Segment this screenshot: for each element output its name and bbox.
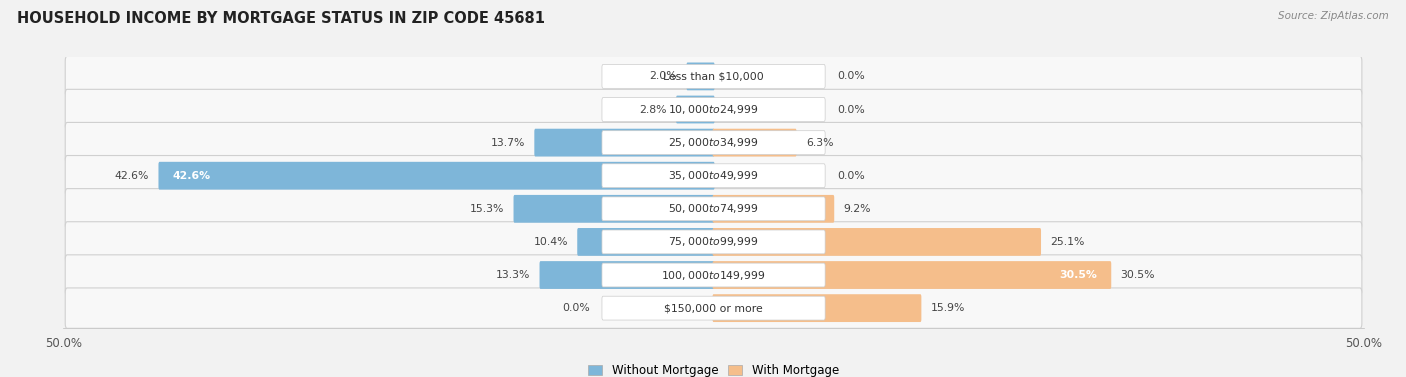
FancyBboxPatch shape — [713, 294, 921, 322]
FancyBboxPatch shape — [713, 261, 1111, 289]
FancyBboxPatch shape — [686, 63, 714, 90]
Text: 10.4%: 10.4% — [533, 237, 568, 247]
Legend: Without Mortgage, With Mortgage: Without Mortgage, With Mortgage — [583, 359, 844, 377]
FancyBboxPatch shape — [540, 261, 714, 289]
FancyBboxPatch shape — [713, 195, 834, 223]
FancyBboxPatch shape — [676, 96, 714, 123]
FancyBboxPatch shape — [602, 296, 825, 320]
Text: 0.0%: 0.0% — [562, 303, 591, 313]
FancyBboxPatch shape — [159, 162, 714, 190]
FancyBboxPatch shape — [65, 222, 1362, 262]
FancyBboxPatch shape — [713, 129, 797, 156]
FancyBboxPatch shape — [65, 288, 1362, 328]
Text: HOUSEHOLD INCOME BY MORTGAGE STATUS IN ZIP CODE 45681: HOUSEHOLD INCOME BY MORTGAGE STATUS IN Z… — [17, 11, 546, 26]
FancyBboxPatch shape — [65, 156, 1362, 196]
Text: $35,000 to $49,999: $35,000 to $49,999 — [668, 169, 759, 182]
FancyBboxPatch shape — [65, 123, 1362, 163]
FancyBboxPatch shape — [602, 98, 825, 121]
Text: 13.3%: 13.3% — [496, 270, 530, 280]
Text: 9.2%: 9.2% — [844, 204, 872, 214]
FancyBboxPatch shape — [602, 230, 825, 254]
FancyBboxPatch shape — [602, 164, 825, 188]
FancyBboxPatch shape — [578, 228, 714, 256]
FancyBboxPatch shape — [534, 129, 714, 156]
Text: 2.8%: 2.8% — [640, 104, 666, 115]
Text: 25.1%: 25.1% — [1050, 237, 1085, 247]
FancyBboxPatch shape — [602, 64, 825, 88]
Text: $25,000 to $34,999: $25,000 to $34,999 — [668, 136, 759, 149]
FancyBboxPatch shape — [65, 56, 1362, 97]
Text: Less than $10,000: Less than $10,000 — [664, 71, 763, 81]
Text: $50,000 to $74,999: $50,000 to $74,999 — [668, 202, 759, 215]
Text: $150,000 or more: $150,000 or more — [664, 303, 763, 313]
Text: 6.3%: 6.3% — [806, 138, 834, 148]
Text: 42.6%: 42.6% — [173, 171, 211, 181]
Text: 0.0%: 0.0% — [837, 171, 865, 181]
Text: 30.5%: 30.5% — [1121, 270, 1156, 280]
Text: $10,000 to $24,999: $10,000 to $24,999 — [668, 103, 759, 116]
FancyBboxPatch shape — [65, 188, 1362, 229]
Text: 13.7%: 13.7% — [491, 138, 524, 148]
FancyBboxPatch shape — [602, 131, 825, 155]
Text: 15.3%: 15.3% — [470, 204, 505, 214]
Text: 42.6%: 42.6% — [115, 171, 149, 181]
FancyBboxPatch shape — [65, 89, 1362, 130]
FancyBboxPatch shape — [513, 195, 714, 223]
Text: 0.0%: 0.0% — [837, 104, 865, 115]
FancyBboxPatch shape — [65, 255, 1362, 295]
Text: 0.0%: 0.0% — [837, 71, 865, 81]
Text: 15.9%: 15.9% — [931, 303, 965, 313]
FancyBboxPatch shape — [602, 197, 825, 221]
Text: $100,000 to $149,999: $100,000 to $149,999 — [661, 268, 766, 282]
Text: 30.5%: 30.5% — [1059, 270, 1097, 280]
Text: $75,000 to $99,999: $75,000 to $99,999 — [668, 235, 759, 248]
FancyBboxPatch shape — [713, 228, 1040, 256]
Text: Source: ZipAtlas.com: Source: ZipAtlas.com — [1278, 11, 1389, 21]
Text: 2.0%: 2.0% — [650, 71, 678, 81]
FancyBboxPatch shape — [602, 263, 825, 287]
